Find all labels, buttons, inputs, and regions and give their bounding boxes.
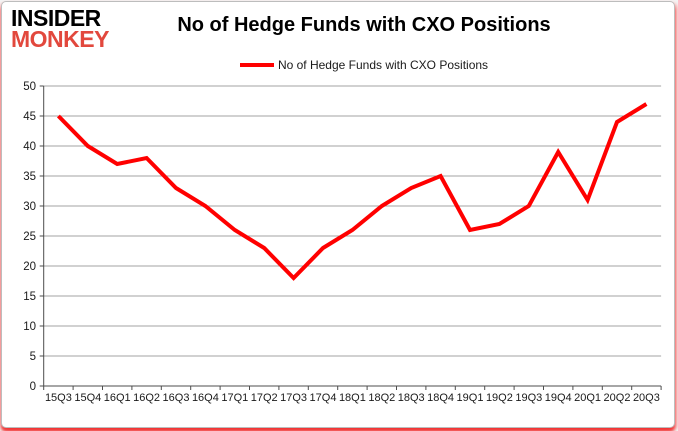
- x-tick-label: 18Q4: [427, 392, 454, 404]
- x-tick-label: 16Q4: [192, 392, 219, 404]
- legend: No of Hedge Funds with CXO Positions: [2, 58, 674, 72]
- y-tick-label: 20: [23, 261, 36, 273]
- y-tick-label: 45: [23, 111, 36, 123]
- x-axis-ticks: [43, 386, 662, 390]
- x-tick-label: 20Q2: [604, 392, 631, 404]
- x-tick-label: 16Q2: [133, 392, 160, 404]
- x-tick-label: 16Q3: [163, 392, 190, 404]
- x-tick-label: 16Q1: [104, 392, 131, 404]
- legend-line-marker-icon: [239, 63, 274, 67]
- chart-title: No of Hedge Funds with CXO Positions: [177, 14, 551, 36]
- y-tick-label: 5: [30, 351, 36, 363]
- x-tick-label: 19Q2: [486, 392, 513, 404]
- y-tick-label: 35: [23, 171, 36, 183]
- logo-line-insider: INSIDER: [11, 5, 101, 31]
- x-tick-label: 15Q3: [45, 392, 72, 404]
- x-tick-label: 19Q1: [457, 392, 484, 404]
- x-tick-label: 18Q1: [339, 392, 366, 404]
- logo-line-monkey: MONKEY: [11, 26, 109, 53]
- y-tick-label: 0: [30, 381, 36, 393]
- series-line: [56, 102, 648, 281]
- x-tick-label: 15Q4: [74, 392, 101, 404]
- y-tick-label: 40: [23, 141, 36, 153]
- x-tick-label: 17Q4: [310, 392, 337, 404]
- line-chart-canvas: 0 5 10 15 20 25 30 35 40 45 50 15Q3 15Q4 16Q1 16Q2 16Q3…: [23, 81, 662, 404]
- y-gridlines: [43, 85, 662, 357]
- x-tick-label: 20Q1: [574, 392, 601, 404]
- x-tick-label: 18Q2: [368, 392, 395, 404]
- x-tick-label: 17Q2: [251, 392, 278, 404]
- y-tick-label: 30: [23, 201, 36, 213]
- legend-label: No of Hedge Funds with CXO Positions: [277, 58, 489, 72]
- x-tick-label: 18Q3: [398, 392, 425, 404]
- x-tick-label: 20Q3: [633, 392, 660, 404]
- x-tick-label: 19Q4: [545, 392, 572, 404]
- x-tick-label: 17Q1: [221, 392, 248, 404]
- y-tick-label: 15: [23, 291, 36, 303]
- insider-monkey-logo: INSIDER MONKEY: [11, 5, 109, 53]
- y-axis-ticks: [39, 85, 44, 387]
- x-axis-labels: 15Q3 15Q4 16Q1 16Q2 16Q3 16Q4 17Q1 17Q2 17Q3 17Q4…: [45, 392, 660, 404]
- x-tick-label: 19Q3: [515, 392, 542, 404]
- y-tick-label: 10: [23, 321, 36, 333]
- y-tick-label: 50: [23, 81, 36, 93]
- y-tick-label: 25: [23, 231, 36, 243]
- y-axis-labels: 0 5 10 15 20 25 30 35 40 45 50: [23, 81, 36, 393]
- x-tick-label: 17Q3: [280, 392, 307, 404]
